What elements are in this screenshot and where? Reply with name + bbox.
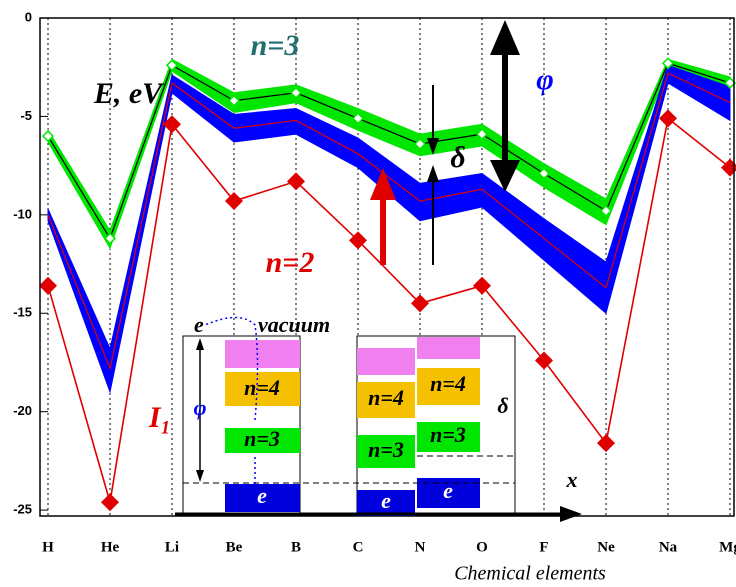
inset-label: vacuum: [258, 312, 330, 337]
x-axis-label: Chemical elements: [454, 563, 606, 585]
inset-label: n=4: [368, 385, 404, 410]
inset-label: x: [566, 467, 578, 492]
level: [225, 340, 300, 368]
level: [357, 348, 415, 375]
y-tick-label: -25: [13, 502, 32, 517]
x-tick-label: O: [476, 539, 488, 555]
x-tick-label: Na: [659, 539, 678, 555]
x-tick-label: B: [291, 539, 301, 555]
y-tick-label: -15: [13, 305, 32, 320]
inset-label: e: [257, 483, 267, 508]
x-tick-label: Li: [165, 539, 179, 555]
inset-label: δ: [497, 393, 508, 418]
y-tick-label: -5: [20, 108, 32, 123]
inset-label: e: [194, 312, 204, 337]
y-tick-label: -10: [13, 206, 32, 221]
inset-label: n=3: [368, 437, 404, 462]
inset-label: e: [381, 488, 391, 513]
inset-label: n=3: [244, 426, 280, 451]
y-tick-label: 0: [25, 9, 32, 24]
x-tick-label: Be: [226, 539, 243, 555]
series-label: n=3: [251, 29, 300, 62]
x-tick-label: Ne: [597, 539, 615, 555]
inset-label: n=4: [430, 371, 466, 396]
x-tick-label: F: [539, 539, 548, 555]
level: [417, 337, 480, 359]
inset-label: n=4: [244, 375, 280, 400]
y-tick-label: -20: [13, 403, 32, 418]
x-tick-label: C: [353, 539, 364, 555]
series-label: I₁: [148, 401, 171, 434]
inset-label: n=3: [430, 422, 466, 447]
x-tick-label: Mg: [719, 539, 736, 555]
series-label: n=2: [266, 246, 315, 279]
inset-label: φ: [194, 395, 207, 420]
x-tick-label: H: [42, 539, 54, 555]
phi-label: φ: [536, 63, 554, 96]
chart: E, eV Chemical elements n=3 n=2 I₁ φ δ: [0, 0, 736, 587]
x-tick-label: N: [415, 539, 426, 555]
x-tick-label: He: [101, 539, 120, 555]
inset-label: e: [443, 478, 453, 503]
delta-label: δ: [450, 141, 465, 174]
y-axis-label: E, eV: [93, 77, 165, 110]
